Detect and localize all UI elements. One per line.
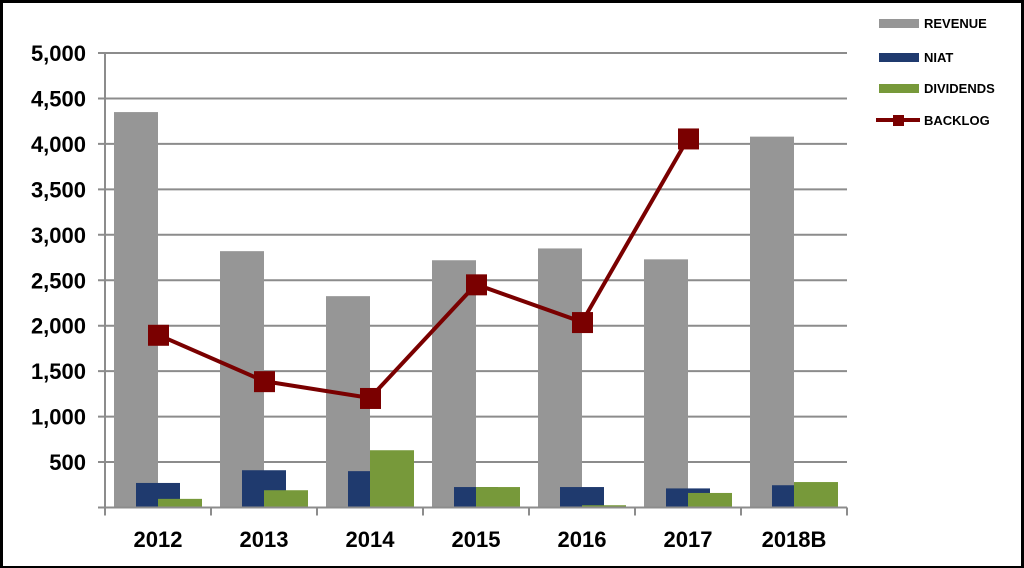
backlog-marker xyxy=(254,371,275,393)
backlog-line-series xyxy=(148,128,699,409)
legend-swatch-revenue xyxy=(879,19,919,28)
backlog-marker xyxy=(678,128,699,150)
bar-dividends-2015 xyxy=(476,487,520,508)
y-tick-label: 4,000 xyxy=(31,132,86,157)
backlog-marker xyxy=(466,274,487,296)
x-tick-label: 2016 xyxy=(558,527,607,552)
x-tick-label: 2017 xyxy=(664,527,713,552)
y-tick-label: 4,500 xyxy=(31,86,86,111)
bar-dividends-2012 xyxy=(158,498,202,508)
bar-revenue-2012 xyxy=(114,112,158,508)
legend-swatch-dividends xyxy=(879,84,919,93)
y-tick-label: 3,000 xyxy=(31,223,86,248)
y-tick-label: 5,000 xyxy=(31,41,86,66)
legend-label-dividends: DIVIDENDS xyxy=(924,81,995,96)
bar-dividends-2018b xyxy=(794,482,838,508)
y-tick-label: 1,500 xyxy=(31,359,86,384)
bar-revenue-2016 xyxy=(538,248,582,508)
bar-dividends-2017 xyxy=(688,492,732,508)
legend: REVENUE NIAT DIVIDENDS BACKLOG xyxy=(876,16,995,128)
bar-dividends-2016 xyxy=(582,505,626,508)
x-tick-label: 2015 xyxy=(452,527,501,552)
backlog-marker xyxy=(360,387,381,409)
bar-revenue-2018b xyxy=(750,136,794,508)
x-tick-label: 2013 xyxy=(240,527,289,552)
bar-niat-2016 xyxy=(560,487,604,508)
x-tick-label: 2012 xyxy=(134,527,183,552)
legend-marker-icon xyxy=(893,115,904,126)
bar-dividends-2013 xyxy=(264,490,308,508)
x-tick-label: 2018B xyxy=(762,527,827,552)
y-tick-label: 500 xyxy=(49,450,86,475)
legend-swatch-niat xyxy=(879,53,919,62)
legend-label-niat: NIAT xyxy=(924,50,953,65)
backlog-marker xyxy=(572,312,593,334)
y-tick-label: 2,500 xyxy=(31,268,86,293)
legend-label-backlog: BACKLOG xyxy=(924,113,990,128)
x-tick-label: 2014 xyxy=(346,527,396,552)
bar-series xyxy=(114,112,838,508)
y-tick-label: 3,500 xyxy=(31,177,86,202)
backlog-line xyxy=(157,137,690,401)
legend-label-revenue: REVENUE xyxy=(924,16,987,31)
y-tick-label: 2,000 xyxy=(31,314,86,339)
y-tick-label: 1,000 xyxy=(31,405,86,430)
bar-dividends-2014 xyxy=(370,450,414,508)
y-axis: 500 1,000 1,500 2,000 2,500 3,000 3,500 4,000 4,… xyxy=(31,41,106,516)
bar-revenue-2017 xyxy=(644,259,688,508)
bar-revenue-2015 xyxy=(432,260,476,508)
backlog-marker xyxy=(148,324,169,346)
x-axis: 2012 2013 2014 2015 2016 2017 2018B xyxy=(98,506,848,552)
